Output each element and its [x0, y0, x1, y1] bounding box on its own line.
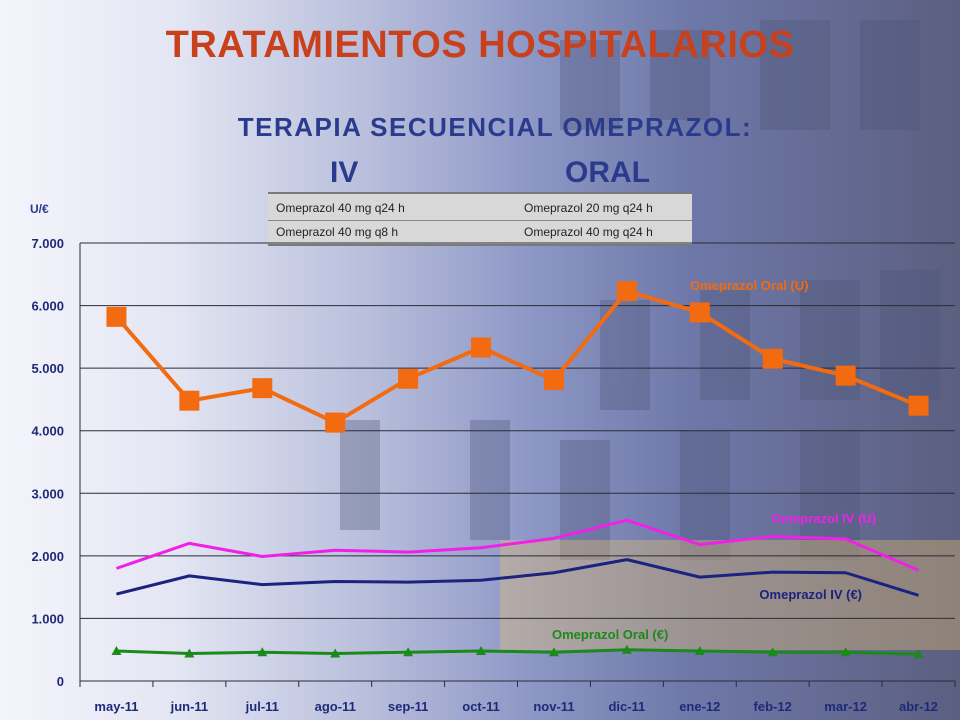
- data-point: [257, 647, 268, 657]
- series-label: Omeprazol Oral (U): [690, 278, 808, 293]
- page-title: TRATAMIENTOS HOSPITALARIOS: [165, 24, 795, 66]
- x-tick-label: may-11: [94, 699, 138, 714]
- x-tick-label: jun-11: [170, 699, 209, 714]
- series-line: [116, 648, 919, 656]
- data-point: [767, 647, 778, 657]
- data-point: [398, 368, 419, 389]
- data-point: [548, 647, 559, 657]
- regimen-cell-oral: Omeprazol 40 mg q24 h: [524, 225, 653, 239]
- y-axis-label: U/€: [30, 202, 49, 216]
- y-tick-label: 5.000: [31, 361, 64, 376]
- x-tick-label: mar-12: [824, 699, 867, 714]
- x-tick-label: ago-11: [315, 699, 356, 714]
- regimen-table: Omeprazol 40 mg q24 h Omeprazol 20 mg q2…: [268, 192, 692, 246]
- series-line: [114, 289, 920, 425]
- y-tick-label: 3.000: [31, 486, 64, 501]
- data-point: [111, 645, 122, 655]
- data-point: [252, 378, 273, 399]
- x-tick-label: nov-11: [533, 699, 574, 714]
- series-label: Omeprazol Oral (€): [552, 627, 668, 642]
- data-point: [835, 365, 856, 386]
- data-point: [762, 348, 783, 369]
- data-point: [543, 370, 564, 391]
- x-tick-label: ene-12: [679, 699, 720, 714]
- data-point: [184, 648, 195, 658]
- data-point: [325, 412, 346, 433]
- data-point: [908, 395, 929, 416]
- data-point: [913, 649, 924, 659]
- route-iv-label: IV: [330, 156, 359, 189]
- regimen-cell-iv: Omeprazol 40 mg q24 h: [276, 201, 405, 215]
- data-point: [621, 644, 632, 654]
- x-tick-label: dic-11: [608, 699, 645, 714]
- y-tick-label: 2.000: [31, 549, 64, 564]
- data-point: [106, 306, 127, 327]
- data-point: [840, 647, 851, 657]
- x-tick-label: sep-11: [388, 699, 428, 714]
- regimen-cell-iv: Omeprazol 40 mg q8 h: [276, 225, 399, 239]
- y-tick-label: 0: [57, 674, 64, 689]
- series-label: Omeprazol IV (U): [771, 511, 876, 526]
- data-point: [471, 337, 492, 358]
- data-point: [616, 281, 637, 302]
- data-point: [476, 645, 487, 655]
- y-tick-label: 1.000: [31, 611, 64, 626]
- series-label: Omeprazol IV (€): [759, 587, 862, 602]
- series-line: [115, 518, 920, 572]
- data-point: [179, 390, 200, 411]
- regimen-row: Omeprazol 40 mg q8 h Omeprazol 40 mg q24…: [268, 220, 692, 246]
- x-tick-label: feb-12: [754, 699, 792, 714]
- data-point: [694, 645, 705, 655]
- page-subtitle: TERAPIA SECUENCIAL OMEPRAZOL:: [237, 112, 753, 142]
- y-tick-label: 7.000: [31, 236, 64, 251]
- route-oral-label: ORAL: [565, 156, 650, 189]
- y-tick-label: 6.000: [31, 299, 64, 314]
- data-point: [403, 647, 414, 657]
- y-tick-label: 4.000: [31, 424, 64, 439]
- x-tick-label: abr-12: [899, 699, 938, 714]
- series-line: [116, 558, 919, 597]
- regimen-cell-oral: Omeprazol 20 mg q24 h: [524, 201, 653, 215]
- data-point: [689, 302, 710, 323]
- x-tick-label: jul-11: [245, 699, 279, 714]
- data-point: [330, 648, 341, 658]
- x-tick-label: oct-11: [462, 699, 500, 714]
- regimen-row: Omeprazol 40 mg q24 h Omeprazol 20 mg q2…: [268, 196, 692, 221]
